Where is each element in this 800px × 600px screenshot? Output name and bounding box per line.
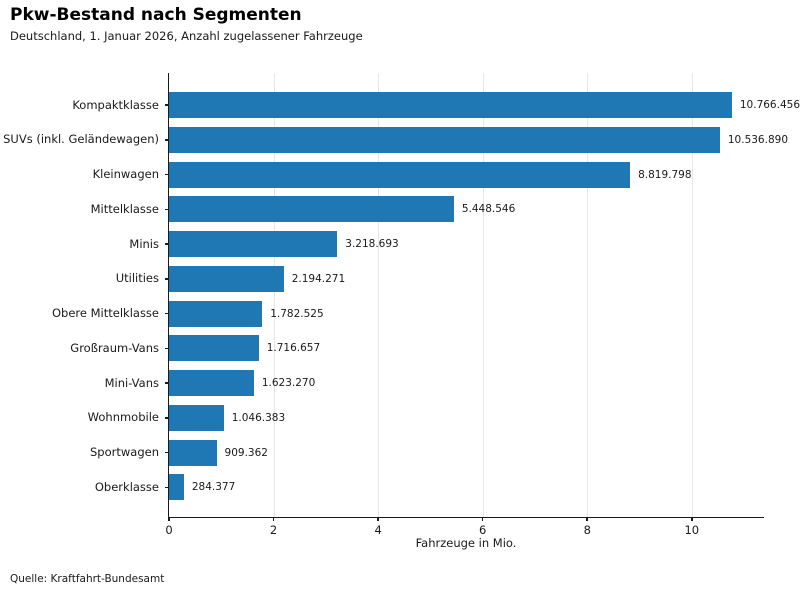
bar [169,231,338,257]
y-tick-mark [165,104,169,106]
value-label: 5.448.546 [461,203,516,216]
y-tick-mark [165,243,169,245]
y-tick-mark [165,139,169,141]
bar [169,474,184,501]
x-tick-label: 0 [165,523,173,537]
category-label: Obere Mittelklasse [52,306,159,320]
value-label: 284.377 [191,481,236,494]
bar [169,265,284,292]
value-label: 10.536.890 [727,133,788,146]
value-label: 1.716.657 [266,342,321,355]
category-label: Mini-Vans [104,375,159,390]
bar [169,126,720,153]
value-label: 1.623.270 [261,377,316,389]
bar [169,404,224,431]
x-tick-label: 4 [374,523,382,537]
category-label: Kompaktklasse [72,97,159,112]
source-note: Quelle: Kraftfahrt-Bundesamt [10,573,165,585]
y-tick-mark [165,208,169,210]
category-label: Wohnmobile [87,410,159,425]
x-tick-label: 8 [583,523,591,537]
y-tick-mark [165,278,169,280]
y-tick-mark [165,312,169,315]
bar [169,370,254,396]
gridline [273,73,275,517]
category-label: Utilities [115,271,159,286]
value-label: 2.194.271 [291,272,346,285]
value-label: 909.362 [224,446,268,459]
y-tick-mark [165,347,169,349]
category-label: Oberklasse [94,479,159,494]
bar [169,196,454,223]
gridline [587,73,589,517]
x-tick-label: 6 [479,523,487,537]
x-tick-mark [691,517,693,521]
y-tick-mark [165,451,169,454]
category-label: Großraum-Vans [70,340,159,355]
bar [169,300,263,327]
category-label: Mittelklasse [90,201,159,216]
bar [169,439,217,466]
value-label: 1.046.383 [231,411,286,424]
value-label: 1.782.525 [270,307,324,320]
x-tick-mark [481,517,484,521]
x-tick-mark [272,517,275,521]
category-label: Minis [129,236,159,251]
value-label: 10.766.456 [739,99,800,111]
category-label: Sportwagen [90,445,159,459]
bar [169,161,631,188]
gridline [482,73,484,517]
value-label: 8.819.798 [638,168,692,181]
x-tick-label: 2 [269,523,278,537]
chart-title: Pkw-Bestand nach Segmenten [10,5,302,25]
x-axis-label: Fahrzeuge in Mio. [415,536,517,550]
plot-area: 0 2 4 6 8 10 Kompaktklasse 10.766.456 SUVs (inkl… [3,73,800,537]
value-label: 3.218.693 [345,238,399,250]
y-tick-mark [165,382,169,384]
y-tick-mark [165,417,169,419]
category-label: SUVs (inkl. Geländewagen) [3,132,159,147]
x-tick-mark [377,517,379,521]
y-tick-mark [165,173,169,176]
x-tick-label: 10 [684,523,700,537]
chart-subtitle: Deutschland, 1. Januar 2026, Anzahl zuge… [10,29,363,43]
gridline [378,73,380,517]
y-tick-mark [165,486,169,488]
bar [169,92,732,118]
x-tick-mark [168,517,170,521]
bar [169,335,259,362]
x-tick-mark [586,517,588,521]
gridline [691,73,693,517]
category-label: Kleinwagen [92,167,159,181]
